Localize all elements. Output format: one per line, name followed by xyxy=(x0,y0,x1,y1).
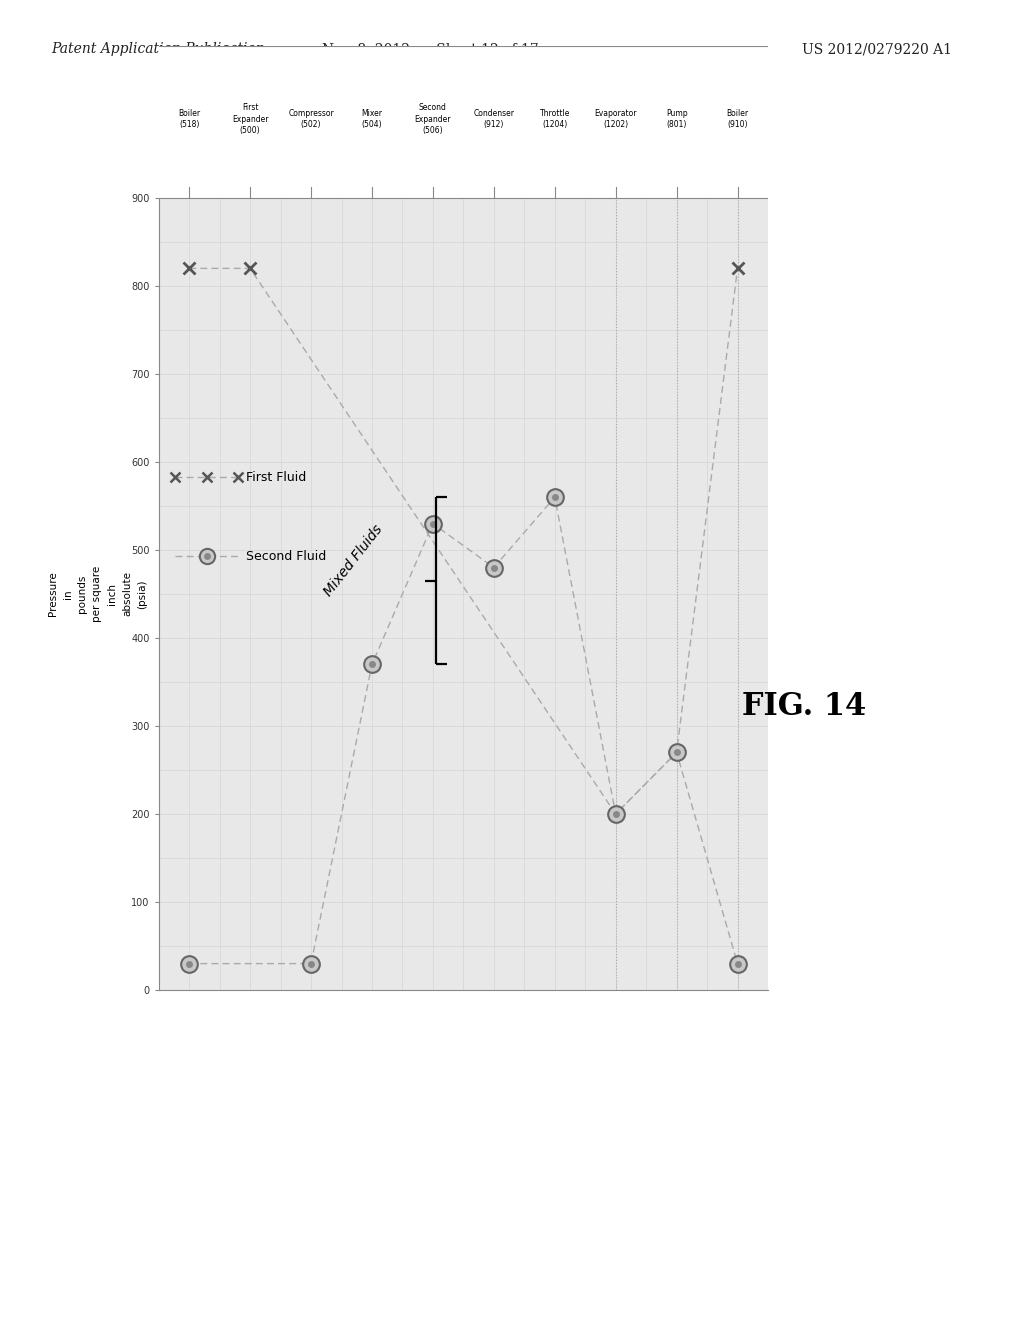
Text: First
Expander
(500): First Expander (500) xyxy=(231,103,268,135)
Text: Second
Expander
(506): Second Expander (506) xyxy=(415,103,452,135)
Text: First Fluid: First Fluid xyxy=(247,471,306,483)
Text: Pressure
in
pounds
per square
inch
absolute
(psia): Pressure in pounds per square inch absol… xyxy=(48,566,146,622)
Text: Mixer
(504): Mixer (504) xyxy=(361,110,383,129)
Text: Throttle
(1204): Throttle (1204) xyxy=(540,110,570,129)
Text: Boiler
(910): Boiler (910) xyxy=(726,110,749,129)
Text: FIG. 14: FIG. 14 xyxy=(741,690,866,722)
Text: Second Fluid: Second Fluid xyxy=(247,549,327,562)
Text: Pump
(801): Pump (801) xyxy=(666,110,687,129)
Text: Evaporator
(1202): Evaporator (1202) xyxy=(594,110,637,129)
Text: Mixed Fluids: Mixed Fluids xyxy=(322,521,386,598)
Text: US 2012/0279220 A1: US 2012/0279220 A1 xyxy=(803,42,952,57)
Text: Condenser
(912): Condenser (912) xyxy=(473,110,514,129)
Text: Nov. 8, 2012      Sheet 12 of 17: Nov. 8, 2012 Sheet 12 of 17 xyxy=(322,42,539,57)
Text: Boiler
(518): Boiler (518) xyxy=(178,110,201,129)
Text: Compressor
(502): Compressor (502) xyxy=(288,110,334,129)
Text: Patent Application Publication: Patent Application Publication xyxy=(51,42,265,57)
